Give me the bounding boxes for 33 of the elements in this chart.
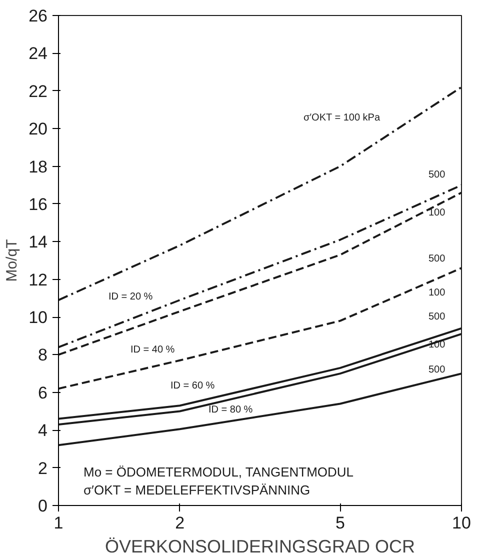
annotation: σ′OKT = MEDELEFFEKTIVSPÄNNING <box>84 482 310 498</box>
y-tick-label: 8 <box>38 346 48 365</box>
y-tick-label: 18 <box>28 157 48 176</box>
y-tick-label: 10 <box>28 308 48 328</box>
y-tick-label: 0 <box>38 496 48 516</box>
y-tick-label: 22 <box>28 82 48 101</box>
annotation: 100 <box>428 288 446 298</box>
x-tick-label: 1 <box>54 514 64 532</box>
annotation: ID = 40 % <box>130 344 175 356</box>
annotation: ID = 20 % <box>108 292 153 302</box>
y-tick-label: 20 <box>28 120 48 139</box>
y-tick-label: 4 <box>38 421 48 440</box>
annotation: σ′OKT = 100 kPa <box>304 112 380 124</box>
x-tick-label: 10 <box>452 514 471 532</box>
y-tick-label: 6 <box>38 383 48 402</box>
y-tick-label: 24 <box>28 44 48 64</box>
annotation: Mo = ÖDOMETERMODUL, TANGENTMODUL <box>84 464 354 480</box>
y-tick-label: 14 <box>28 232 48 252</box>
x-tick-label: 2 <box>175 514 185 532</box>
annotation: ID = 60 % <box>170 380 215 392</box>
x-axis-title: ÖVERKONSOLIDERINGSGRAD OCR <box>104 536 416 556</box>
annotation: 100 <box>428 208 446 218</box>
annotation: 500 <box>428 312 446 322</box>
y-tick-label: 26 <box>28 6 48 26</box>
y-tick-label: 12 <box>28 270 48 290</box>
y-tick-label: 2 <box>38 458 48 478</box>
annotation: ID = 80 % <box>208 404 253 416</box>
annotation: 500 <box>428 170 446 180</box>
annotation: 500 <box>428 364 446 376</box>
x-tick-label: 5 <box>335 514 345 532</box>
y-axis-title: Mo/qT <box>4 239 21 282</box>
annotation: 500 <box>428 254 446 264</box>
y-tick-label: 16 <box>28 194 48 214</box>
